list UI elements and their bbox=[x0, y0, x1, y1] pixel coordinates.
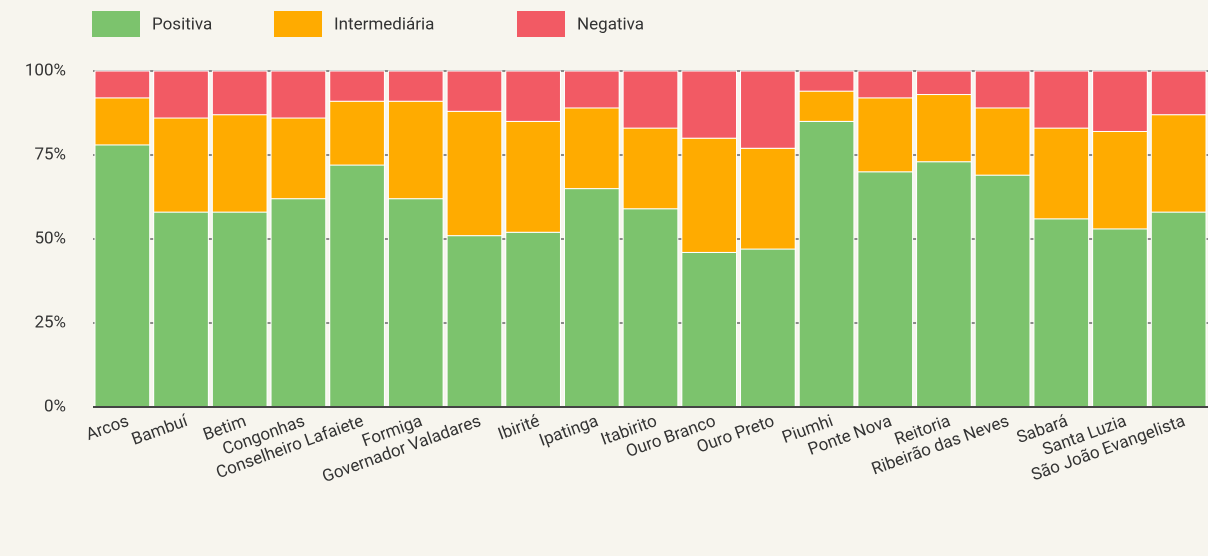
bar-segment bbox=[329, 164, 385, 408]
bar-segment bbox=[1092, 228, 1148, 408]
bar-segment bbox=[505, 120, 561, 233]
x-tick-label: Arcos bbox=[83, 411, 131, 445]
bar-segment bbox=[857, 171, 914, 408]
y-tick-label: 50% bbox=[34, 228, 66, 248]
bar-segment bbox=[387, 70, 444, 102]
bar-segment bbox=[1033, 218, 1090, 408]
bar-segment bbox=[1150, 114, 1207, 213]
bar-segment bbox=[974, 107, 1031, 176]
bar-segment bbox=[505, 70, 561, 122]
bar-segment bbox=[681, 251, 738, 408]
bar-segment bbox=[153, 211, 209, 408]
bar-segment bbox=[505, 231, 561, 408]
bar-segment bbox=[1033, 70, 1090, 129]
bar-segment bbox=[798, 70, 855, 92]
bar-segment bbox=[916, 94, 972, 163]
bar-segment bbox=[446, 110, 503, 237]
bar-segment bbox=[1092, 70, 1148, 132]
x-tick-label: Ipatinga bbox=[537, 411, 601, 451]
bar-segment bbox=[916, 161, 972, 408]
y-tick-label: 75% bbox=[34, 144, 66, 164]
bar-segment bbox=[563, 70, 620, 109]
legend-label: Intermediária bbox=[334, 14, 434, 34]
bar-segment bbox=[329, 100, 385, 166]
y-tick-label: 100% bbox=[25, 60, 66, 80]
y-tick-label: 0% bbox=[44, 396, 66, 416]
bar-segment bbox=[211, 70, 268, 116]
bar-segment bbox=[740, 147, 796, 250]
bar-segment bbox=[1092, 130, 1148, 230]
bar-segment bbox=[94, 97, 151, 146]
bar-segment bbox=[622, 208, 679, 408]
bar-segment bbox=[1150, 70, 1207, 116]
legend-swatch bbox=[274, 11, 322, 37]
bar-segment bbox=[622, 70, 679, 129]
bar-segment bbox=[798, 90, 855, 122]
bar-segment bbox=[446, 235, 503, 408]
legend-swatch bbox=[92, 11, 140, 37]
bar-segment bbox=[387, 198, 444, 408]
bar-segment bbox=[270, 198, 327, 408]
bar-segment bbox=[681, 137, 738, 253]
bar-segment bbox=[622, 127, 679, 210]
bar-segment bbox=[740, 70, 796, 149]
legend-label: Positiva bbox=[152, 14, 212, 34]
bar-segment bbox=[681, 70, 738, 139]
bar-segment bbox=[153, 70, 209, 119]
bar-segment bbox=[270, 117, 327, 200]
bar-segment bbox=[211, 211, 268, 408]
bar-segment bbox=[94, 144, 151, 408]
bar-segment bbox=[974, 70, 1031, 109]
bar-segment bbox=[563, 188, 620, 408]
x-tick-label: Bambuí bbox=[129, 411, 191, 450]
bar-segment bbox=[153, 117, 209, 213]
bar-segment bbox=[387, 100, 444, 200]
bar-segment bbox=[270, 70, 327, 119]
bar-segment bbox=[563, 107, 620, 190]
bar-segment bbox=[1033, 127, 1090, 220]
bar-segment bbox=[974, 174, 1031, 408]
bar-segment bbox=[916, 70, 972, 96]
legend-label: Negativa bbox=[577, 14, 644, 34]
bar-segment bbox=[1150, 211, 1207, 408]
x-tick-label: Ibirité bbox=[495, 411, 542, 444]
bar-segment bbox=[446, 70, 503, 112]
bar-segment bbox=[798, 120, 855, 408]
bar-segment bbox=[329, 70, 385, 102]
y-tick-label: 25% bbox=[34, 312, 66, 332]
bar-segment bbox=[211, 114, 268, 213]
bar-segment bbox=[857, 70, 914, 99]
bar-segment bbox=[857, 97, 914, 173]
legend-swatch bbox=[517, 11, 565, 37]
bar-segment bbox=[740, 248, 796, 408]
bar-segment bbox=[94, 70, 151, 99]
